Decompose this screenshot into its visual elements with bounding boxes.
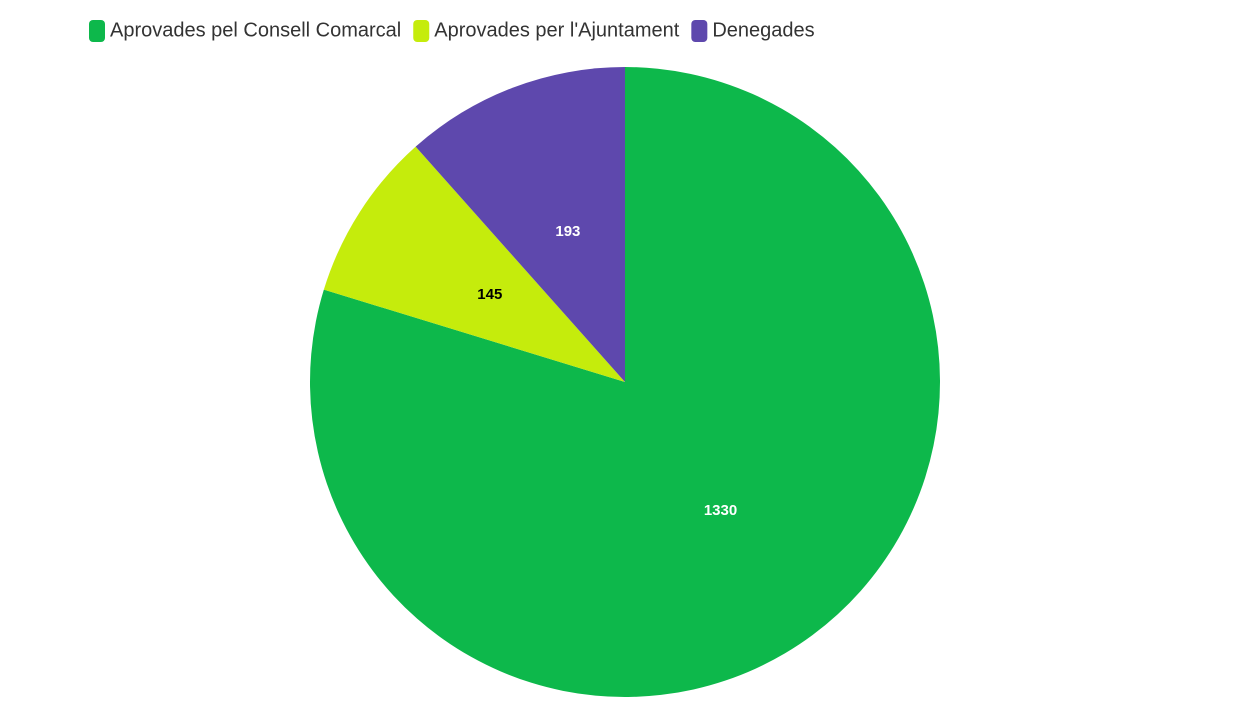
legend-label: Denegades [712,19,814,41]
pie-slice [323,146,625,382]
slice-label: 193 [555,223,580,240]
pie-slice [309,67,941,698]
legend-swatch [89,20,105,42]
legend-swatch [691,20,708,42]
slice-label: 145 [477,286,502,303]
legend-label: Aprovades pel Consell Comarcal [110,19,401,41]
legend-label: Aprovades per l'Ajuntament [434,19,680,41]
legend-swatch [413,20,430,42]
slice-label: 1330 [704,502,737,519]
pie-slice [415,67,625,382]
